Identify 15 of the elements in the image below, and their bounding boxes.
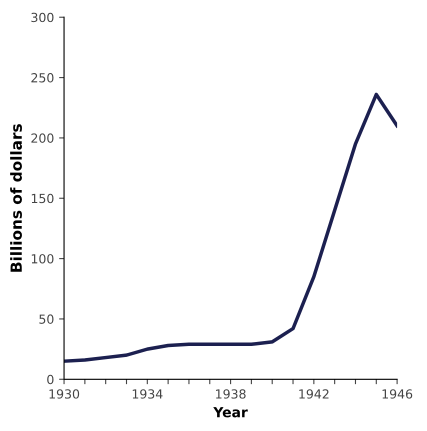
x-tick-label: 1938 — [216, 389, 246, 399]
y-tick-label: 150 — [32, 194, 54, 204]
x-tick-label: 1930 — [50, 389, 80, 399]
y-tick-label: 300 — [31, 12, 54, 22]
y-axis-title: Billions of dollars — [10, 124, 22, 272]
x-tick-label: 1946 — [382, 389, 412, 399]
x-axis-title: Year — [213, 407, 248, 418]
y-tick-label: 0 — [47, 374, 54, 384]
x-tick-label: 1934 — [132, 389, 163, 399]
y-tick-label: 100 — [32, 254, 54, 264]
line-series — [64, 92, 398, 363]
y-tick-label: 50 — [39, 314, 54, 324]
y-tick-label: 200 — [31, 133, 54, 143]
y-tick-label: 250 — [31, 73, 54, 83]
x-tick-label: 1942 — [299, 389, 328, 399]
